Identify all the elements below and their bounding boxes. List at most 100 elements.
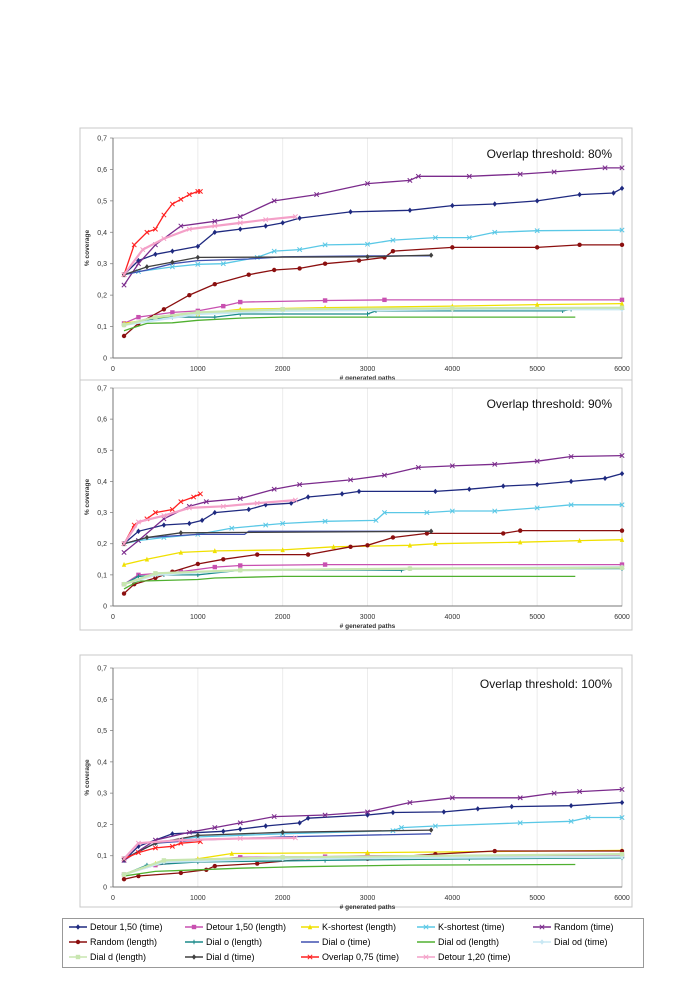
data-point xyxy=(602,475,608,482)
data-point xyxy=(407,207,413,213)
data-point xyxy=(619,502,625,508)
data-point xyxy=(178,549,184,555)
data-point xyxy=(407,799,413,806)
series-line xyxy=(123,788,623,861)
data-point xyxy=(178,837,184,843)
series-detour-1-50-time- xyxy=(121,185,625,278)
data-point xyxy=(305,494,311,500)
legend-marker xyxy=(539,939,545,945)
data-point xyxy=(381,472,388,478)
legend-label: Random (length) xyxy=(90,937,158,947)
legend-swatch-icon xyxy=(301,954,319,960)
y-tick-label: 0,5 xyxy=(97,728,107,735)
data-point xyxy=(187,520,192,527)
series-detour-1-20-time- xyxy=(121,497,298,547)
data-point xyxy=(449,463,455,469)
data-point xyxy=(212,229,217,235)
legend-swatch-icon xyxy=(185,924,203,930)
data-point xyxy=(577,537,582,543)
data-point xyxy=(381,510,388,516)
x-tick-label: 2000 xyxy=(275,366,291,373)
data-point xyxy=(186,192,192,198)
data-point xyxy=(203,499,209,505)
series-line xyxy=(123,187,623,276)
data-point xyxy=(280,220,285,226)
data-point xyxy=(322,242,328,248)
data-point xyxy=(424,510,430,516)
legend-swatch-icon xyxy=(185,954,203,960)
y-tick-label: 0,5 xyxy=(97,198,107,205)
data-point xyxy=(611,190,616,196)
data-point xyxy=(121,282,127,288)
data-point xyxy=(121,322,127,328)
y-tick-label: 0,3 xyxy=(97,510,107,517)
data-point xyxy=(428,252,434,258)
data-point xyxy=(432,823,438,829)
data-point xyxy=(347,477,354,483)
data-point xyxy=(356,258,362,263)
series-line xyxy=(123,254,432,276)
data-point xyxy=(568,478,574,485)
data-point xyxy=(602,165,608,171)
data-point xyxy=(568,802,574,809)
data-point xyxy=(501,483,506,489)
y-tick-label: 0,6 xyxy=(97,167,107,174)
data-point xyxy=(169,843,175,849)
data-point xyxy=(424,531,430,536)
legend-label: Overlap 0,75 (time) xyxy=(322,952,400,962)
data-point xyxy=(271,198,277,204)
data-point xyxy=(433,541,438,546)
data-point xyxy=(131,242,137,248)
x-tick-label: 0 xyxy=(111,895,115,902)
data-point xyxy=(619,300,625,306)
series-line xyxy=(123,575,576,590)
data-point xyxy=(195,832,201,839)
data-point xyxy=(449,795,455,801)
data-point xyxy=(534,198,540,204)
data-point xyxy=(297,266,302,271)
series-random-length- xyxy=(121,528,625,596)
data-point xyxy=(534,245,540,250)
data-point xyxy=(237,820,243,826)
data-point xyxy=(169,264,175,270)
data-point xyxy=(221,557,226,562)
data-point xyxy=(390,809,396,816)
data-point xyxy=(136,528,141,534)
chart-frame xyxy=(79,127,633,381)
legend-marker xyxy=(423,954,429,960)
data-point xyxy=(187,292,192,298)
data-point xyxy=(492,461,498,467)
x-tick-label: 6000 xyxy=(614,614,630,621)
data-point xyxy=(339,491,345,497)
data-point xyxy=(619,470,625,477)
data-point xyxy=(170,259,175,265)
data-point xyxy=(121,582,127,587)
data-point xyxy=(364,809,371,815)
data-point xyxy=(121,876,127,882)
y-tick-label: 0,3 xyxy=(97,261,107,268)
legend-marker xyxy=(539,924,545,930)
data-point xyxy=(237,835,243,842)
data-point xyxy=(238,226,243,232)
y-tick-label: 0,1 xyxy=(97,853,107,860)
data-point xyxy=(121,856,127,862)
legend-item: Detour 1,20 (time) xyxy=(417,952,511,962)
x-tick-label: 5000 xyxy=(529,895,545,902)
data-point xyxy=(398,825,404,831)
data-point xyxy=(433,488,438,495)
data-point xyxy=(428,827,434,833)
data-point xyxy=(169,506,175,513)
data-point xyxy=(619,227,625,233)
x-tick-label: 0 xyxy=(111,366,115,373)
y-tick-label: 0,5 xyxy=(97,448,107,455)
data-point xyxy=(195,254,201,261)
data-point xyxy=(170,248,175,254)
y-tick-label: 0 xyxy=(103,604,107,611)
legend-item: Overlap 0,75 (time) xyxy=(301,952,399,962)
legend-item: Dial d (time) xyxy=(185,952,255,962)
series-line xyxy=(123,316,576,332)
chart-2: 0 1000 2000 3000 4000 5000 6000 0 0,1 0,2 0,3 0,4 0,… xyxy=(79,379,633,631)
data-point xyxy=(449,508,455,514)
y-tick-label: 0,4 xyxy=(97,230,107,237)
y-tick-label: 0 xyxy=(103,356,107,363)
